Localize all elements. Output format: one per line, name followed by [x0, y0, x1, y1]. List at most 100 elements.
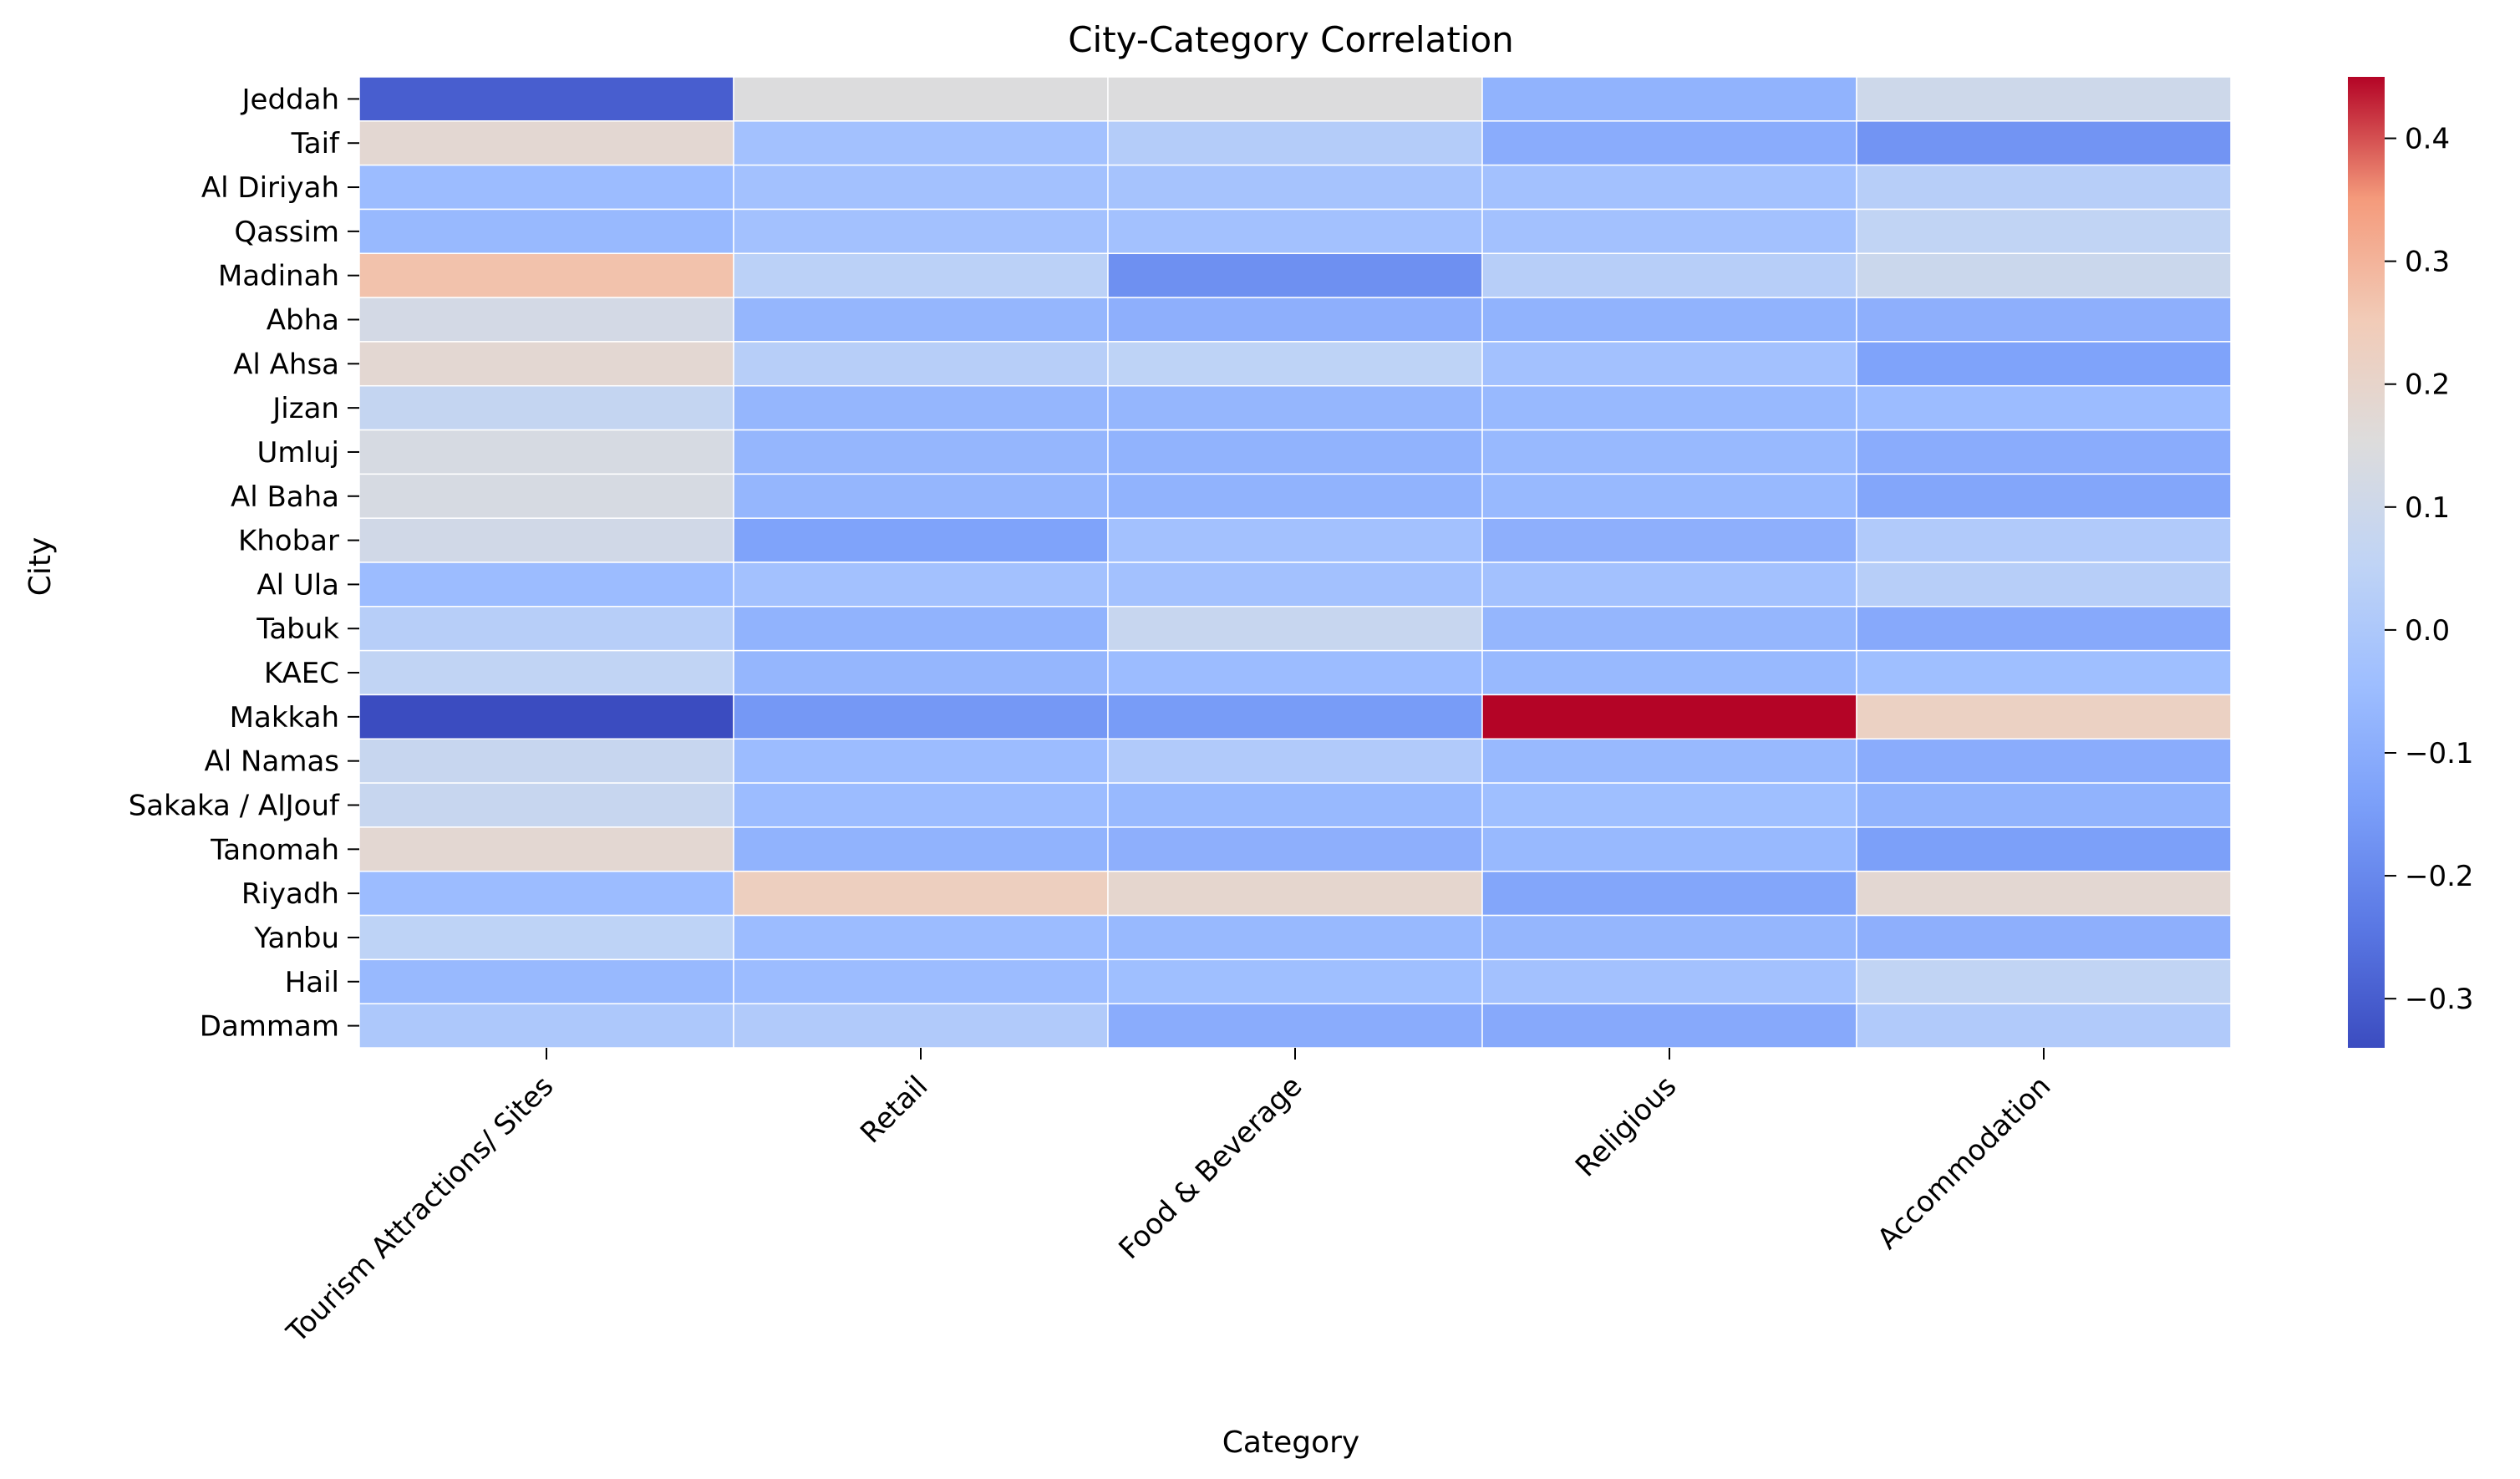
heatmap-cell [1481, 384, 1857, 431]
heatmap-cell [733, 914, 1109, 961]
x-tick-label: Accommodation [1871, 1070, 2057, 1256]
heatmap-cell [733, 562, 1109, 607]
heatmap-cell [1481, 738, 1857, 784]
heatmap-cell [733, 473, 1109, 519]
heatmap-cells [358, 76, 2232, 1049]
y-tick-label: Al Namas [205, 745, 339, 779]
heatmap-cell [1107, 517, 1483, 563]
heatmap-cell [358, 606, 734, 652]
heatmap-cell [1107, 606, 1483, 652]
heatmap-cell [358, 120, 734, 166]
heatmap-cell [1107, 649, 1483, 696]
heatmap-cell [1856, 958, 2232, 1004]
heatmap-cell [1107, 870, 1483, 917]
heatmap-cell [358, 297, 734, 343]
heatmap-cell [358, 76, 734, 122]
heatmap-cell [733, 384, 1109, 431]
heatmap-cell [1107, 782, 1483, 828]
heatmap-cell [733, 694, 1109, 740]
heatmap-cell [358, 384, 734, 431]
heatmap-cell [733, 738, 1109, 784]
heatmap-cell [1856, 429, 2232, 475]
x-tick-label: Retail [854, 1070, 934, 1150]
colorbar-tick-label: −0.2 [2405, 860, 2474, 893]
colorbar-tick-label: 0.3 [2405, 246, 2450, 279]
heatmap-cell [1481, 341, 1857, 387]
x-axis-ticks: Tourism Attractions/ Sites Retail Food & B… [280, 1048, 2057, 1349]
heatmap-cell [1481, 164, 1857, 211]
heatmap-cell [358, 252, 734, 298]
colorbar-tick-label: 0.4 [2405, 123, 2450, 156]
heatmap-cell [1107, 120, 1483, 166]
heatmap-cell [1856, 694, 2232, 740]
heatmap-cell [1856, 252, 2232, 298]
heatmap-cell [1856, 782, 2232, 828]
heatmap-cell [1856, 164, 2232, 211]
y-tick-label: Qassim [234, 216, 339, 249]
y-tick-label: Abha [267, 304, 339, 338]
heatmap-cell [1481, 1003, 1857, 1049]
heatmap-cell [358, 826, 734, 872]
y-tick-label: Khobar [238, 525, 339, 558]
y-tick-label: Al Diriyah [201, 171, 339, 205]
y-tick-label: Riyadh [241, 877, 339, 911]
heatmap-cell [358, 649, 734, 696]
heatmap-cell [733, 870, 1109, 917]
colorbar-tick-label: 0.2 [2405, 368, 2450, 402]
heatmap-cell [358, 208, 734, 255]
heatmap-cell [1856, 562, 2232, 607]
heatmap-cell [358, 958, 734, 1004]
heatmap-cell [1481, 429, 1857, 475]
x-axis-label: Category [1222, 1426, 1359, 1460]
heatmap-cell [1856, 738, 2232, 784]
y-tick-label: Jeddah [241, 83, 340, 116]
heatmap-cell [1856, 120, 2232, 166]
heatmap-cell [1856, 914, 2232, 961]
heatmap-cell [733, 1003, 1109, 1049]
heatmap-cell [733, 649, 1109, 696]
heatmap-cell [1856, 473, 2232, 519]
y-tick-label: Al Baha [231, 480, 339, 514]
heatmap-cell [1481, 76, 1857, 122]
colorbar-ticks: 0.4 0.3 0.2 0.1 0.0 −0.1 −0.2 −0.3 [2385, 123, 2474, 1016]
heatmap-cell [1856, 76, 2232, 122]
heatmap-cell [733, 429, 1109, 475]
heatmap-cell [1856, 208, 2232, 255]
heatmap-cell [733, 782, 1109, 828]
heatmap-cell [1107, 208, 1483, 255]
heatmap-cell [1107, 562, 1483, 607]
colorbar-tick-label: −0.1 [2405, 737, 2474, 770]
y-tick-label: Hail [285, 966, 339, 999]
heatmap-cell [1107, 341, 1483, 387]
heatmap-cell [733, 297, 1109, 343]
heatmap-cell [1107, 384, 1483, 431]
heatmap-cell [733, 76, 1109, 122]
heatmap-cell [1481, 694, 1857, 740]
heatmap-cell [1856, 606, 2232, 652]
heatmap-cell [1481, 473, 1857, 519]
heatmap-cell [1107, 76, 1483, 122]
heatmap-cell [358, 341, 734, 387]
heatmap-cell [358, 562, 734, 607]
heatmap-cell [733, 208, 1109, 255]
heatmap-cell [1481, 870, 1857, 917]
y-tick-label: KAEC [264, 657, 339, 690]
y-tick-label: Umluj [257, 436, 339, 470]
heatmap-cell [1856, 517, 2232, 563]
colorbar [2348, 77, 2385, 1048]
heatmap-cell [1107, 297, 1483, 343]
y-axis-ticks: Jeddah Taif Al Diriyah Qassim Madinah Abha Al … [129, 83, 359, 1044]
heatmap-cell [1481, 208, 1857, 255]
heatmap-cell [1856, 297, 2232, 343]
heatmap-cell [1107, 473, 1483, 519]
colorbar-tick-label: −0.3 [2405, 983, 2474, 1016]
heatmap-cell [733, 958, 1109, 1004]
y-tick-label: Tanomah [210, 833, 339, 867]
heatmap-cell [733, 606, 1109, 652]
x-tick-label: Religious [1569, 1070, 1683, 1183]
heatmap-cell [358, 1003, 734, 1049]
heatmap-cell [733, 826, 1109, 872]
heatmap-cell [1856, 341, 2232, 387]
heatmap-cell [1856, 826, 2232, 872]
